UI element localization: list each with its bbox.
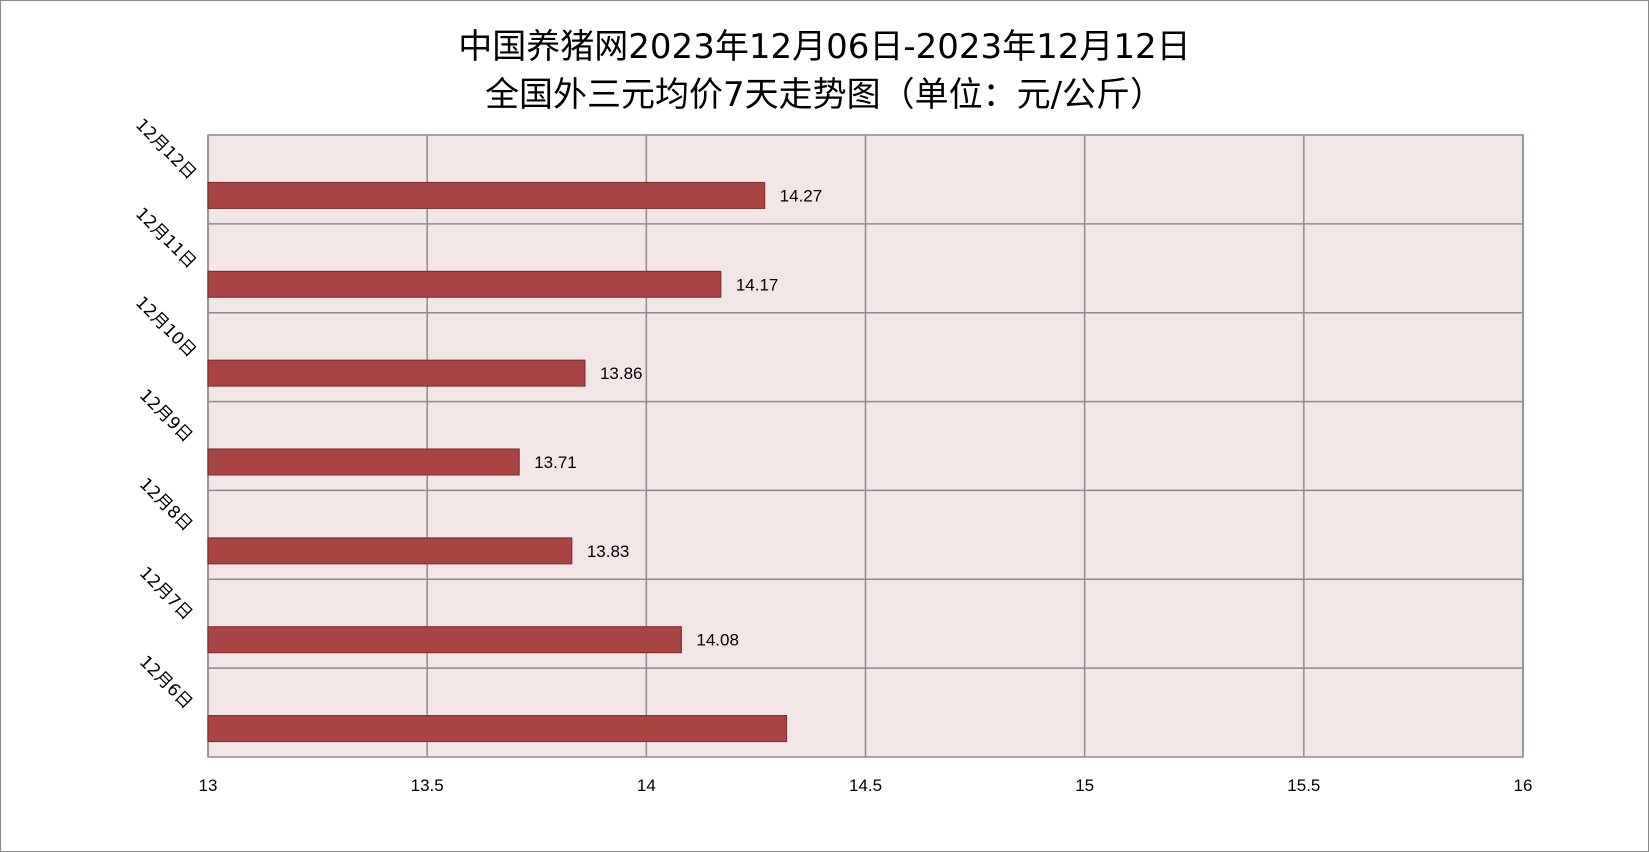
category-label: 12月9日	[135, 385, 196, 446]
bar	[207, 715, 788, 743]
x-tick-label: 14	[637, 776, 656, 795]
bar	[207, 181, 766, 209]
data-label: 13.71	[534, 453, 577, 472]
x-axis-ticks: 13 13.5 14 14.5 15 15.5 16	[199, 776, 1533, 795]
x-tick-label: 13.5	[411, 776, 444, 795]
x-tick-label: 16	[1514, 776, 1533, 795]
chart-subtitle: 全国外三元均价7天走势图（单位：元/公斤）	[484, 75, 1165, 115]
bar	[207, 626, 682, 654]
category-label: 12月7日	[135, 563, 196, 624]
category-label: 12月8日	[135, 474, 196, 535]
category-label: 12月12日	[131, 115, 200, 184]
data-label: 13.86	[600, 364, 643, 383]
grid-lines	[207, 135, 1524, 757]
category-label: 12月10日	[131, 293, 200, 362]
x-tick-label: 14.5	[849, 776, 882, 795]
bar	[207, 448, 520, 476]
bars	[207, 181, 788, 743]
x-tick-label: 13	[199, 776, 218, 795]
category-label: 12月6日	[135, 652, 196, 713]
bar	[207, 537, 573, 565]
data-labels: 14.27 14.17 13.86 13.71 13.83 14.08	[534, 186, 822, 649]
category-label: 12月11日	[131, 204, 200, 273]
y-axis-categories: 12月12日 12月11日 12月10日 12月9日 12月8日 12月7日 12月6日	[131, 115, 200, 713]
x-tick-label: 15	[1075, 776, 1094, 795]
chart-title: 中国养猪网2023年12月06日-2023年12月12日	[458, 27, 1191, 67]
data-label: 14.08	[696, 631, 739, 650]
bar	[207, 359, 586, 387]
data-label: 14.27	[780, 186, 823, 205]
data-label: 14.17	[736, 275, 779, 294]
x-tick-label: 15.5	[1287, 776, 1320, 795]
data-label: 13.83	[587, 542, 630, 561]
bar	[207, 270, 722, 298]
